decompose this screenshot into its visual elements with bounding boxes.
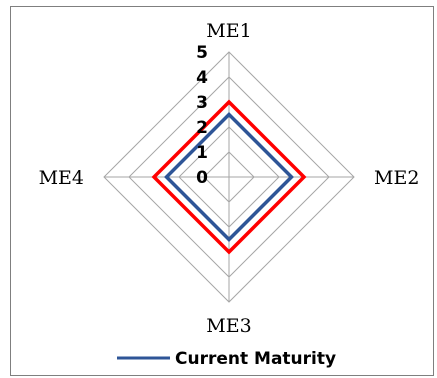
tick-label-0: 0 [196, 168, 208, 188]
axis-label-me4: ME4 [39, 167, 84, 189]
legend: Current Maturity [117, 349, 336, 369]
radar-spokes [104, 52, 354, 302]
axis-label-me2: ME2 [374, 167, 419, 189]
axis-label-me1: ME1 [206, 20, 251, 42]
tick-label-3: 3 [196, 93, 208, 113]
series-layer [151, 99, 307, 255]
legend-label-0: Current Maturity [175, 349, 336, 369]
axis-label-me3: ME3 [206, 315, 251, 337]
axis-labels: ME1 ME2 ME3 ME4 [39, 20, 420, 337]
tick-labels: 0 1 2 3 4 5 [196, 43, 208, 188]
tick-label-2: 2 [196, 118, 208, 138]
tick-label-1: 1 [196, 143, 208, 163]
tick-label-4: 4 [196, 68, 208, 88]
tick-label-5: 5 [196, 43, 208, 63]
chart-frame [10, 6, 434, 376]
